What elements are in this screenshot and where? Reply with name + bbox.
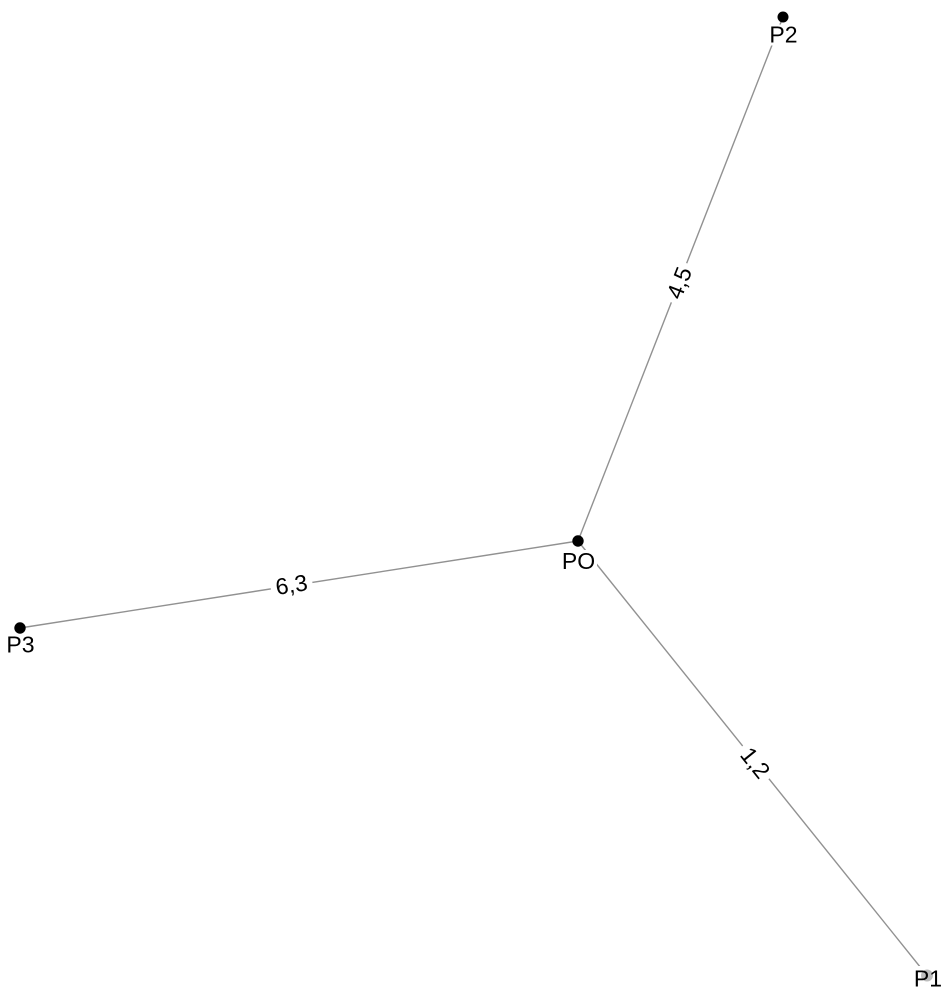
edge-label-group-p0-p3: 6,3: [269, 569, 314, 600]
node-label-p0: PO: [562, 548, 595, 574]
edge-label-group-p0-p1: 1,2: [733, 740, 777, 786]
node-label-p3: P3: [6, 632, 34, 658]
edge-label-bg: [269, 571, 314, 599]
edges-layer: [19, 16, 928, 976]
node-dot-p1: [921, 969, 933, 982]
nodes-layer: [14, 11, 789, 634]
node-labels-layer: P2 PO P3 P1: [3, 22, 945, 992]
edge-label-bg: [733, 740, 777, 786]
node-label-bg-p3: [3, 634, 38, 655]
edge-label-bg: [662, 259, 697, 307]
node-dot-p2: [777, 11, 789, 23]
node-label-bg-p2: [766, 24, 801, 46]
node-dot-p3: [14, 622, 26, 634]
node-label-p2: P2: [769, 22, 797, 48]
edge-label-group-p0-p2: 4,5: [661, 259, 697, 307]
node-label-bg-p0: [560, 550, 597, 572]
node-dot-p0: [572, 535, 584, 547]
edge-labels-layer: 4,5 6,3 1,2: [269, 259, 777, 786]
node-label-p1: P1: [914, 966, 942, 992]
edge-label-p0-p3: 6,3: [274, 569, 310, 600]
